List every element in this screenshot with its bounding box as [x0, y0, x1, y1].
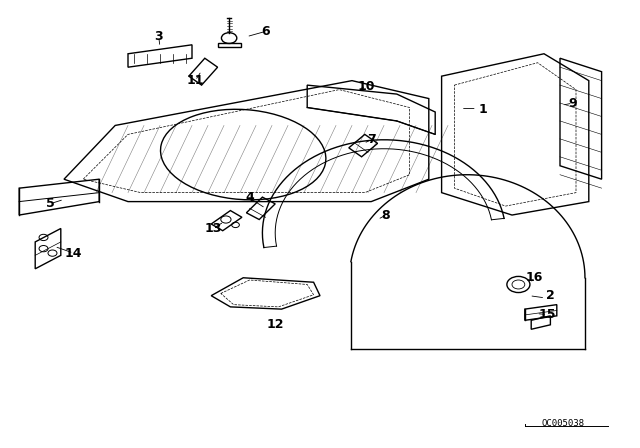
Text: 9: 9: [568, 96, 577, 110]
Text: 15: 15: [538, 308, 556, 321]
Text: 16: 16: [525, 271, 543, 284]
Text: 8: 8: [381, 208, 390, 222]
Text: OC005038: OC005038: [541, 419, 585, 428]
Text: 2: 2: [546, 289, 555, 302]
Text: 13: 13: [204, 222, 222, 235]
Text: 5: 5: [45, 197, 54, 211]
Text: 12: 12: [266, 318, 284, 332]
Text: 1: 1: [479, 103, 488, 116]
Text: 4: 4: [245, 190, 254, 204]
Text: 14: 14: [65, 246, 83, 260]
Text: 10: 10: [357, 79, 375, 93]
Text: 6: 6: [261, 25, 270, 38]
Text: 3: 3: [154, 30, 163, 43]
Text: 11: 11: [186, 74, 204, 87]
Text: 7: 7: [367, 133, 376, 146]
